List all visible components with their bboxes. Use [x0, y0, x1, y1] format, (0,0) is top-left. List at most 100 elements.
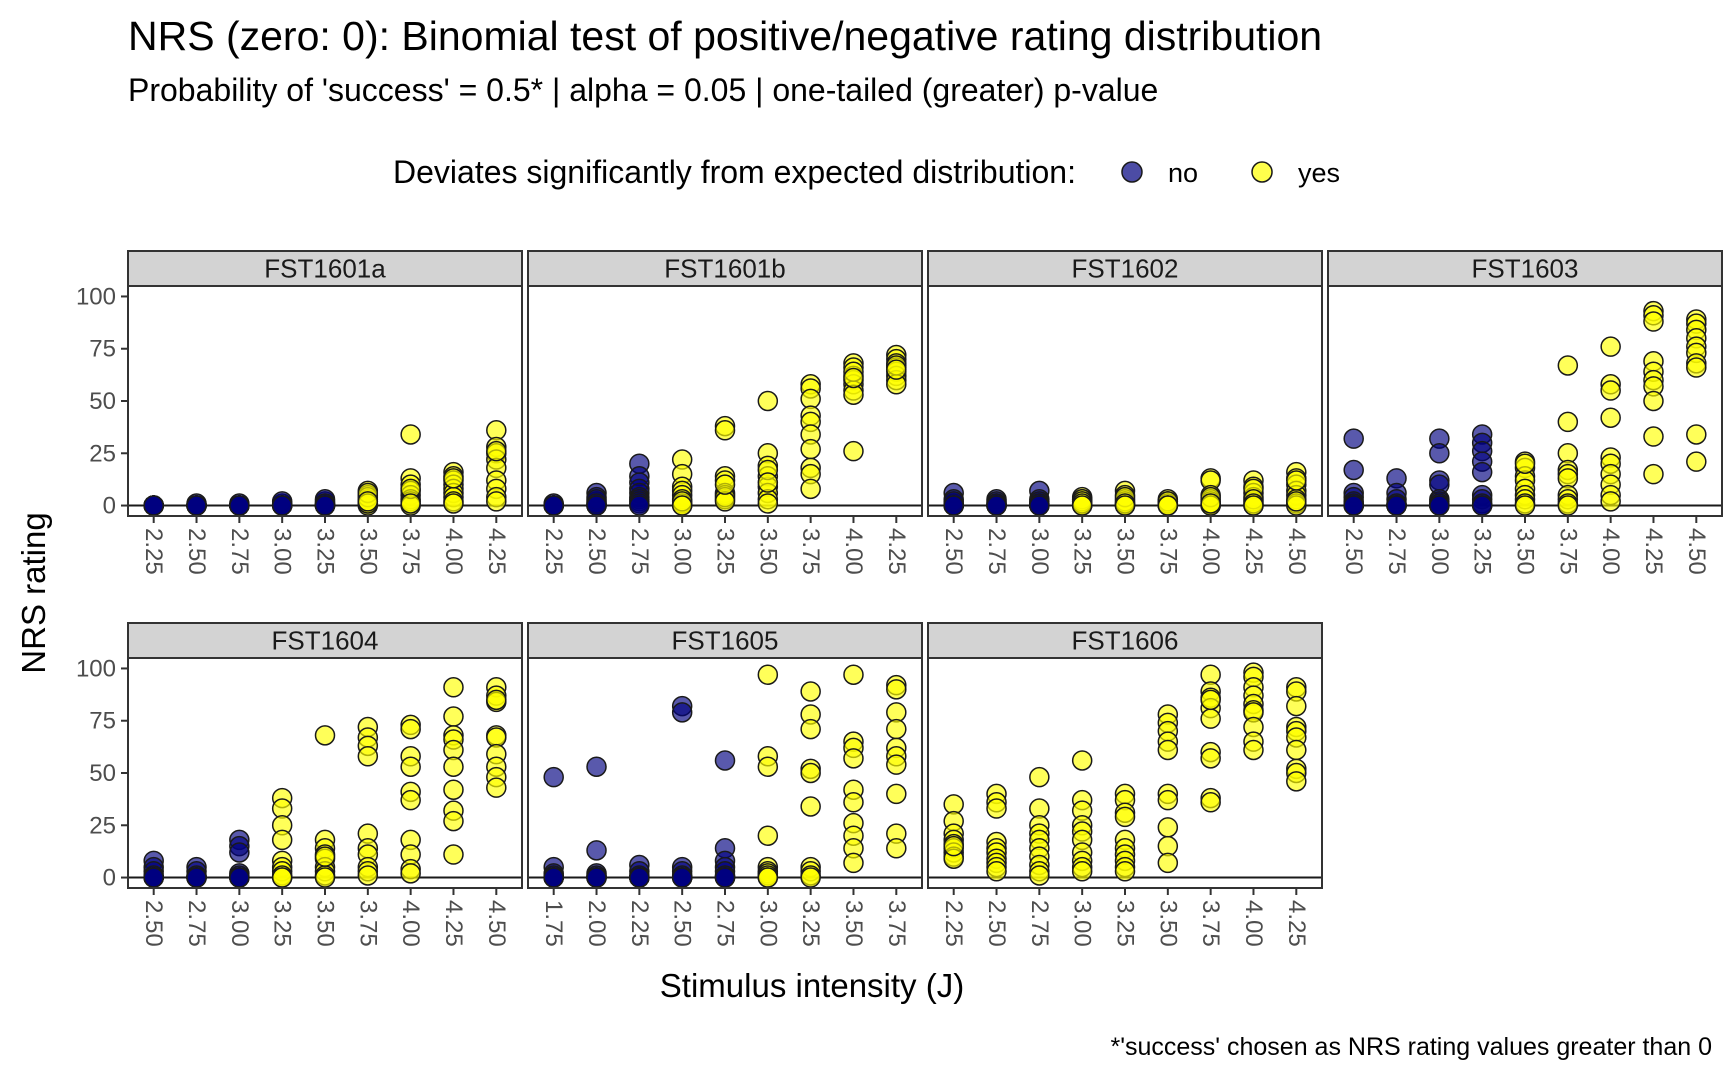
x-tick-label: 3.25 [797, 900, 824, 947]
x-tick-label: 3.75 [883, 900, 910, 947]
data-point [357, 746, 379, 767]
data-point [400, 756, 421, 777]
data-point [1386, 495, 1407, 516]
data-point [271, 495, 293, 516]
facet-panel-FST1604: FST1604 0 25 50 75 100 2.50 2.75 3.00 3.25 3.50 3.7… [76, 622, 523, 947]
data-point [800, 867, 821, 888]
y-tick-label: 100 [76, 283, 116, 310]
data-point [757, 825, 779, 846]
data-point [757, 493, 779, 514]
data-point [314, 846, 336, 867]
x-tick-label: 3.00 [269, 528, 296, 575]
data-point [1557, 355, 1579, 376]
x-tick-label: 2.50 [669, 900, 696, 947]
data-point [443, 810, 464, 832]
data-point [314, 495, 336, 516]
data-point [486, 491, 507, 512]
x-tick-label: 3.75 [397, 528, 424, 575]
data-point [400, 718, 421, 740]
x-tick-label: 2.50 [1340, 528, 1367, 575]
x-tick-label: 2.25 [626, 900, 653, 947]
data-point [271, 829, 293, 851]
data-point [1200, 493, 1221, 514]
x-tick-label: 2.25 [140, 528, 167, 575]
data-point [143, 867, 164, 888]
data-point [800, 438, 821, 460]
data-point [400, 424, 421, 445]
x-tick-label: 3.50 [754, 528, 781, 575]
x-tick-label: 4.00 [1597, 528, 1624, 575]
data-point [714, 420, 736, 441]
x-tick-label: 2.50 [183, 528, 210, 575]
data-point [1471, 495, 1493, 516]
x-tick-label: 3.00 [226, 900, 253, 947]
y-tick-label: 100 [76, 655, 116, 682]
data-point [714, 867, 736, 888]
y-tick-label: 50 [89, 388, 116, 415]
facet-strip [127, 622, 523, 659]
data-point [843, 748, 864, 769]
facet-panel-FST1605: FST1605 1.75 2.00 2.25 2.50 2.75 3.00 3.25 3.50 3… [527, 622, 923, 947]
data-point [886, 754, 907, 775]
data-point [443, 677, 464, 698]
data-point [586, 867, 607, 888]
data-point [186, 867, 207, 888]
data-point [229, 495, 250, 516]
x-tick-label: 4.00 [840, 528, 867, 575]
chart-title: NRS (zero: 0): Binomial test of positive… [128, 13, 1322, 59]
x-tick-label: 2.50 [983, 900, 1010, 947]
data-point [1157, 739, 1179, 761]
x-tick-label: 3.75 [797, 528, 824, 575]
data-point [714, 474, 736, 495]
data-point [143, 495, 164, 516]
x-tick-label: 4.00 [397, 900, 424, 947]
facet-strip-label: FST1601b [664, 254, 785, 284]
data-point [757, 472, 779, 493]
legend-key-yes [1251, 161, 1273, 183]
data-point [1200, 689, 1221, 711]
data-point [1686, 424, 1707, 445]
x-tick-label: 3.75 [354, 900, 381, 947]
data-point [1286, 470, 1307, 491]
data-point [1343, 459, 1364, 481]
x-tick-label: 4.25 [883, 528, 910, 575]
data-point [1114, 495, 1136, 516]
data-point [1643, 311, 1664, 332]
facet-strip [1327, 250, 1723, 287]
data-point [714, 750, 736, 771]
data-point [943, 495, 964, 516]
x-tick-label: 4.25 [1240, 528, 1267, 575]
data-point [1200, 792, 1221, 813]
x-tick-label: 3.25 [1069, 528, 1096, 575]
x-tick-label: 2.25 [940, 900, 967, 947]
data-point [1600, 336, 1621, 357]
y-axis-title: NRS rating [15, 512, 52, 673]
data-point [671, 495, 693, 516]
facet-panel-FST1601a: FST1601a 0 25 50 75 100 2.25 2.50 2.75 3.00 3.25 3.… [76, 250, 523, 575]
x-tick-label: 3.50 [1154, 900, 1181, 947]
data-point [1643, 463, 1664, 485]
x-tick-label: 3.00 [1069, 900, 1096, 947]
data-point [486, 777, 507, 798]
x-tick-label: 3.50 [1112, 528, 1139, 575]
data-point [586, 756, 607, 777]
x-tick-label: 4.00 [1197, 528, 1224, 575]
facet-strip-label: FST1601a [264, 254, 386, 284]
data-point [1200, 748, 1221, 769]
y-tick-label: 0 [103, 865, 116, 892]
data-point [1686, 451, 1707, 472]
data-point [986, 861, 1007, 882]
x-tick-label: 2.75 [183, 900, 210, 947]
facet-panel-FST1603: FST1603 2.50 2.75 3.00 3.25 3.50 3.75 4.00 4.25 4… [1327, 250, 1723, 575]
data-point [886, 679, 907, 700]
x-tick-label: 4.25 [440, 900, 467, 947]
data-point [400, 789, 421, 811]
facet-strip-label: FST1602 [1072, 254, 1179, 284]
data-point [1071, 495, 1093, 516]
facet-strip [527, 622, 923, 659]
data-point [1429, 443, 1450, 464]
data-point [757, 664, 779, 685]
legend: Deviates significantly from expected dis… [393, 154, 1340, 190]
